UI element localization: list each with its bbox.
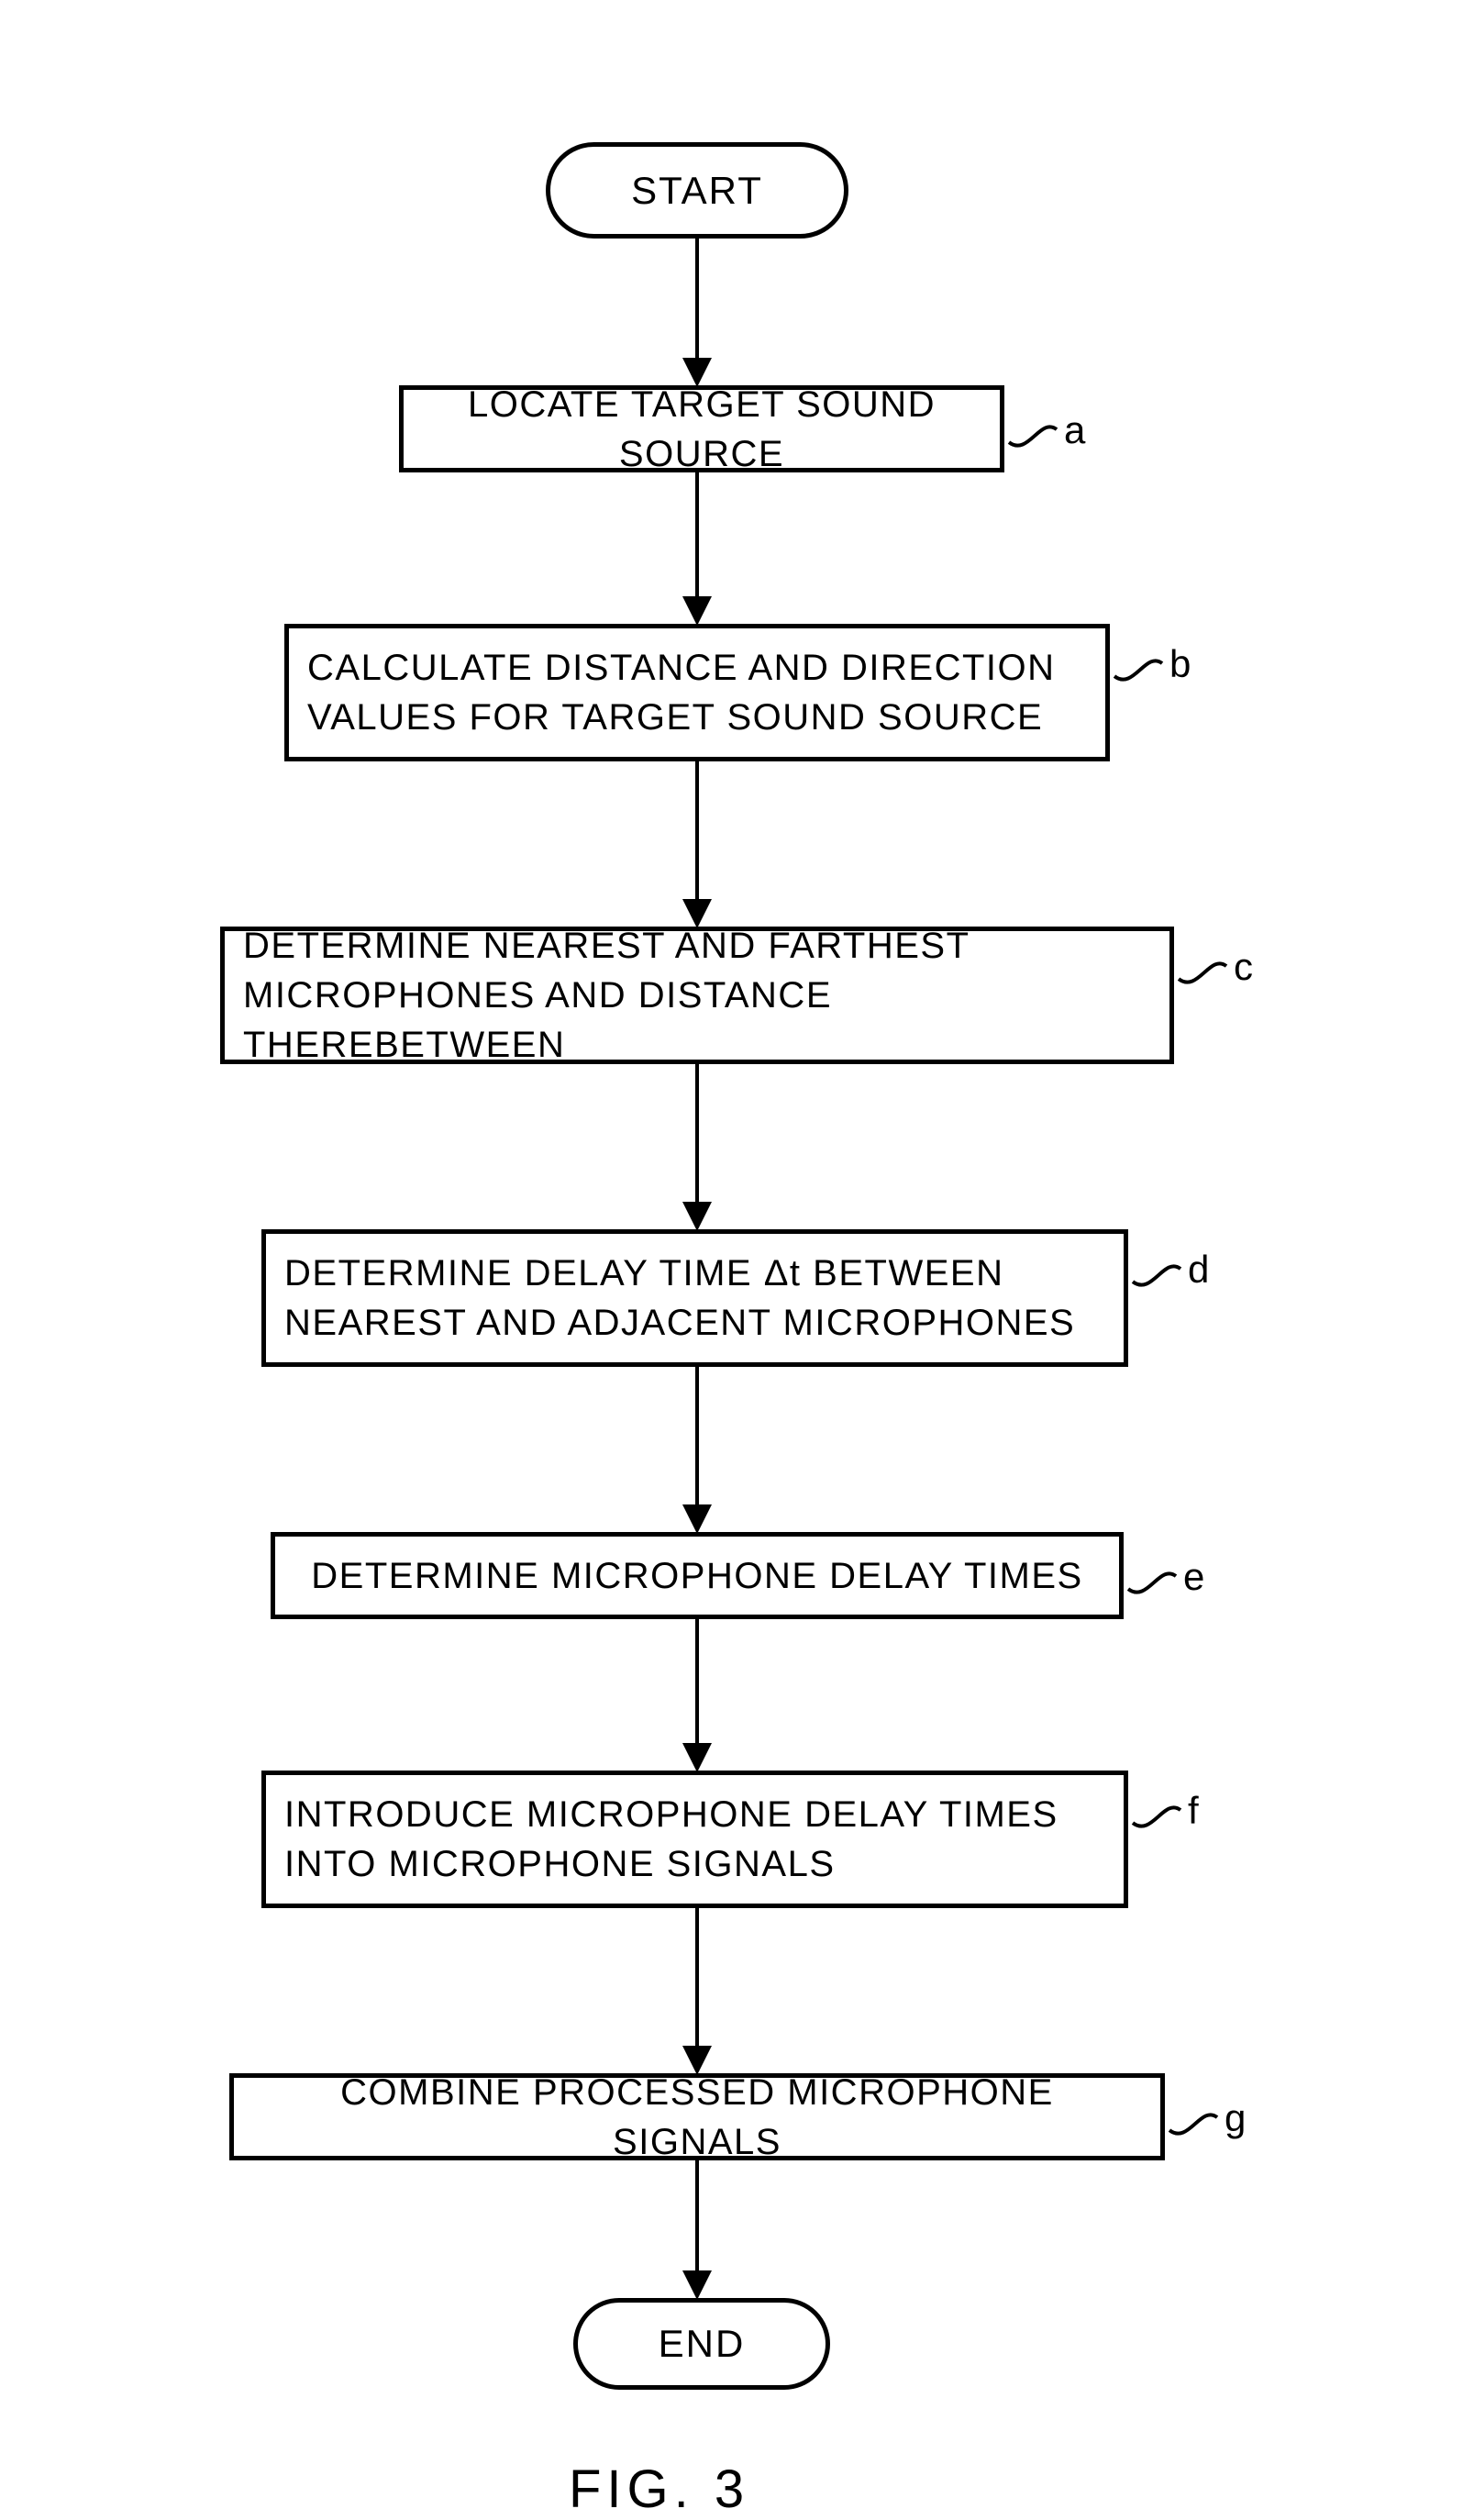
label-connector	[1128, 1573, 1176, 1592]
flowchart-node-start: START	[546, 142, 848, 239]
flowchart-node-end: END	[573, 2298, 830, 2390]
flowchart-node-b: CALCULATE DISTANCE AND DIRECTIONVALUES F…	[284, 624, 1110, 761]
flowchart-node-a: LOCATE TARGET SOUND SOURCE	[399, 385, 1004, 472]
step-label-c: c	[1234, 945, 1254, 989]
flowchart-node-g: COMBINE PROCESSED MICROPHONE SIGNALS	[229, 2073, 1165, 2160]
flowchart-node-text: DETERMINE NEAREST AND FARTHESTMICROPHONE…	[243, 921, 1151, 1070]
step-label-d: d	[1188, 1248, 1210, 1292]
label-connector	[1133, 1807, 1180, 1826]
flowchart-node-d: DETERMINE DELAY TIME Δt BETWEENNEAREST A…	[261, 1229, 1128, 1367]
label-connector	[1009, 427, 1057, 445]
step-label-b: b	[1169, 642, 1191, 686]
flowchart-canvas: START LOCATE TARGET SOUND SOURCE a CALCULAT…	[0, 0, 1463, 2489]
flowchart-node-text: DETERMINE MICROPHONE DELAY TIMES	[311, 1551, 1082, 1601]
flowchart-node-text: LOCATE TARGET SOUND SOURCE	[422, 380, 981, 479]
flowchart-node-f: INTRODUCE MICROPHONE DELAY TIMESINTO MIC…	[261, 1771, 1128, 1908]
label-connector	[1114, 661, 1162, 679]
flowchart-node-text: INTRODUCE MICROPHONE DELAY TIMESINTO MIC…	[284, 1790, 1058, 1889]
flowchart-node-c: DETERMINE NEAREST AND FARTHESTMICROPHONE…	[220, 927, 1174, 1064]
flowchart-node-text: CALCULATE DISTANCE AND DIRECTIONVALUES F…	[307, 643, 1056, 742]
step-label-g: g	[1225, 2096, 1247, 2140]
flowchart-node-text: DETERMINE DELAY TIME Δt BETWEENNEAREST A…	[284, 1249, 1075, 1348]
label-connector	[1133, 1266, 1180, 1284]
step-label-e: e	[1183, 1555, 1205, 1599]
flowchart-node-e: DETERMINE MICROPHONE DELAY TIMES	[271, 1532, 1124, 1619]
label-connector	[1179, 963, 1226, 982]
flowchart-node-text: START	[631, 169, 763, 213]
step-label-f: f	[1188, 1789, 1200, 1833]
step-label-a: a	[1064, 408, 1086, 452]
flowchart-node-text: COMBINE PROCESSED MICROPHONE SIGNALS	[252, 2068, 1142, 2167]
label-connector	[1169, 2115, 1217, 2133]
flowchart-node-text: END	[659, 2322, 746, 2366]
figure-caption: FIG. 3	[569, 2459, 749, 2520]
